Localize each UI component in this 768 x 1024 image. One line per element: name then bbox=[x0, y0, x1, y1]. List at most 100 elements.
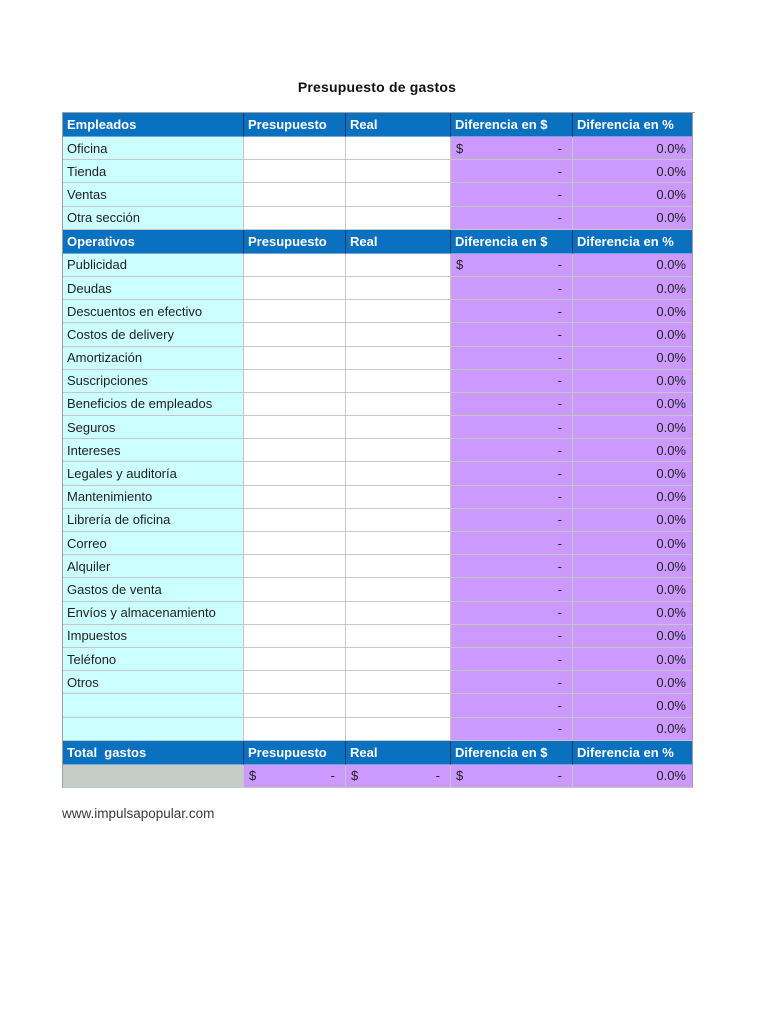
real-cell bbox=[346, 323, 451, 347]
presupuesto-cell bbox=[244, 276, 346, 301]
dash-value: - bbox=[557, 768, 562, 784]
presupuesto-cell bbox=[244, 369, 346, 393]
column-header-cell: Presupuesto bbox=[244, 113, 346, 137]
category-cell: Seguros bbox=[63, 416, 244, 440]
column-header-cell: Diferencia en $ bbox=[451, 113, 573, 137]
total-real-cell: $ - bbox=[346, 764, 451, 788]
table-row: Mantenimiento -0.0% bbox=[63, 485, 695, 509]
diff-pct-cell: 0.0% bbox=[573, 416, 693, 440]
real-cell bbox=[346, 485, 451, 509]
dash-value: - bbox=[557, 186, 562, 202]
real-cell bbox=[346, 346, 451, 370]
dash-value: - bbox=[557, 535, 562, 551]
presupuesto-cell bbox=[244, 578, 346, 602]
category-cell: Descuentos en efectivo bbox=[63, 300, 244, 324]
dash-value: - bbox=[557, 581, 562, 597]
category-cell: Otros bbox=[63, 671, 244, 695]
dollar-sign: $ bbox=[456, 768, 464, 784]
diff-pct-cell: 0.0% bbox=[573, 439, 693, 463]
table-row: Correo -0.0% bbox=[63, 532, 695, 556]
diff-pct-cell: 0.0% bbox=[573, 369, 693, 393]
category-cell: Intereses bbox=[63, 439, 244, 463]
presupuesto-cell bbox=[244, 717, 346, 741]
table-row: Intereses -0.0% bbox=[63, 439, 695, 463]
real-cell bbox=[346, 601, 451, 625]
table-row: Ventas -0.0% bbox=[63, 183, 695, 207]
category-cell: Otra sección bbox=[63, 206, 244, 230]
diff-dollar-cell: - bbox=[451, 416, 573, 440]
presupuesto-cell bbox=[244, 601, 346, 625]
diff-pct-cell: 0.0% bbox=[573, 392, 693, 417]
real-cell bbox=[346, 671, 451, 695]
diff-pct-cell: 0.0% bbox=[573, 323, 693, 347]
real-cell bbox=[346, 369, 451, 393]
dash-value: - bbox=[557, 373, 562, 389]
dash-value: - bbox=[557, 721, 562, 737]
diff-pct-cell: 0.0% bbox=[573, 137, 693, 161]
category-cell: Gastos de venta bbox=[63, 578, 244, 602]
dash-value: - bbox=[557, 280, 562, 296]
table-row: Impuestos -0.0% bbox=[63, 624, 695, 648]
column-header-cell: Real bbox=[346, 229, 451, 254]
dash-value: - bbox=[557, 163, 562, 179]
column-header-cell: Presupuesto bbox=[244, 740, 346, 765]
diff-dollar-cell: $ - bbox=[451, 137, 573, 161]
diff-pct-cell: 0.0% bbox=[573, 183, 693, 207]
diff-pct-cell: 0.0% bbox=[573, 601, 693, 625]
dash-value: - bbox=[557, 419, 562, 435]
diff-dollar-cell: - bbox=[451, 508, 573, 532]
diff-pct-cell: 0.0% bbox=[573, 206, 693, 230]
dash-value: - bbox=[557, 303, 562, 319]
column-header-cell: Diferencia en % bbox=[573, 229, 693, 254]
dash-value: - bbox=[557, 489, 562, 505]
category-cell: Correo bbox=[63, 532, 244, 556]
dash-value: - bbox=[557, 697, 562, 713]
dollar-sign: $ bbox=[351, 768, 359, 784]
table-row: Alquiler -0.0% bbox=[63, 555, 695, 579]
real-cell bbox=[346, 532, 451, 556]
real-cell bbox=[346, 183, 451, 207]
dollar-sign: $ bbox=[249, 768, 257, 784]
diff-pct-cell: 0.0% bbox=[573, 624, 693, 648]
dash-value: - bbox=[557, 396, 562, 412]
dash-value: - bbox=[557, 512, 562, 528]
presupuesto-cell bbox=[244, 532, 346, 556]
column-header-cell: Diferencia en % bbox=[573, 740, 693, 765]
category-cell bbox=[63, 717, 244, 741]
table-row: Costos de delivery -0.0% bbox=[63, 323, 695, 347]
category-cell: Publicidad bbox=[63, 253, 244, 277]
presupuesto-cell bbox=[244, 647, 346, 672]
column-header-cell: Diferencia en $ bbox=[451, 740, 573, 765]
diff-pct-cell: 0.0% bbox=[573, 532, 693, 556]
diff-dollar-cell: - bbox=[451, 300, 573, 324]
category-cell: Tienda bbox=[63, 160, 244, 184]
real-cell bbox=[346, 555, 451, 579]
diff-pct-cell: 0.0% bbox=[573, 555, 693, 579]
total-label-cell bbox=[63, 764, 244, 788]
diff-pct-cell: 0.0% bbox=[573, 694, 693, 718]
diff-dollar-cell: - bbox=[451, 717, 573, 741]
table-row: Descuentos en efectivo -0.0% bbox=[63, 300, 695, 324]
budget-table: Empleados Presupuesto Real Diferencia en $ D… bbox=[62, 112, 695, 788]
presupuesto-cell bbox=[244, 137, 346, 161]
presupuesto-cell bbox=[244, 462, 346, 486]
dash-value: - bbox=[557, 442, 562, 458]
dash-value: - bbox=[557, 605, 562, 621]
section-header-cell: Total gastos bbox=[63, 740, 244, 765]
table-row: Publicidad $ -0.0% bbox=[63, 253, 695, 277]
dash-value: - bbox=[557, 674, 562, 690]
real-cell bbox=[346, 160, 451, 184]
diff-dollar-cell: - bbox=[451, 183, 573, 207]
presupuesto-cell bbox=[244, 508, 346, 532]
page-title: Presupuesto de gastos bbox=[297, 79, 457, 95]
real-cell bbox=[346, 300, 451, 324]
category-cell: Costos de delivery bbox=[63, 323, 244, 347]
dash-value: - bbox=[557, 210, 562, 226]
dash-value: - bbox=[557, 651, 562, 667]
real-cell bbox=[346, 392, 451, 417]
table-row: Otros -0.0% bbox=[63, 671, 695, 695]
table-row: Oficina $ -0.0% bbox=[63, 137, 695, 161]
dash-value: - bbox=[330, 768, 335, 784]
category-cell: Alquiler bbox=[63, 555, 244, 579]
real-cell bbox=[346, 508, 451, 532]
